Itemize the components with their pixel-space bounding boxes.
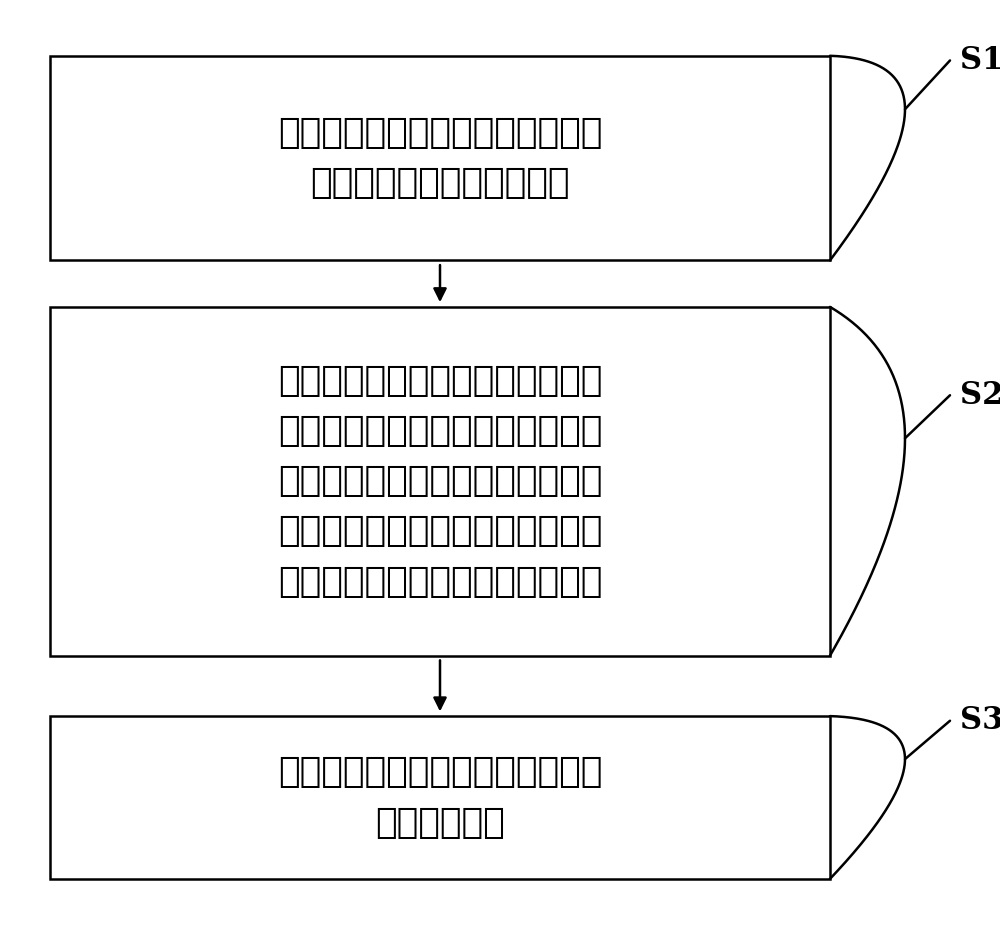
Text: 通过多张图像获取被检测物体的参
数并进行存储: 通过多张图像获取被检测物体的参 数并进行存储 [278,755,602,840]
Text: 将获取到的多张图像分别与预设的
相应图像模板进行匹配；当所有图
像均与预设的相应图像模板匹配时
，判断该被检测物体为合格品，否
则，判断该被检测物体为不合格品: 将获取到的多张图像分别与预设的 相应图像模板进行匹配；当所有图 像均与预设的相应… [278,364,602,599]
Text: S10: S10 [960,45,1000,76]
Bar [50,307,830,656]
Text: 多个微型相机通过自动对焦的方式
获取被检测物体的多张图像: 多个微型相机通过自动对焦的方式 获取被检测物体的多张图像 [278,116,602,200]
Bar [50,56,830,260]
Bar [50,716,830,879]
Text: S20: S20 [960,379,1000,411]
Text: S30: S30 [960,705,1000,737]
